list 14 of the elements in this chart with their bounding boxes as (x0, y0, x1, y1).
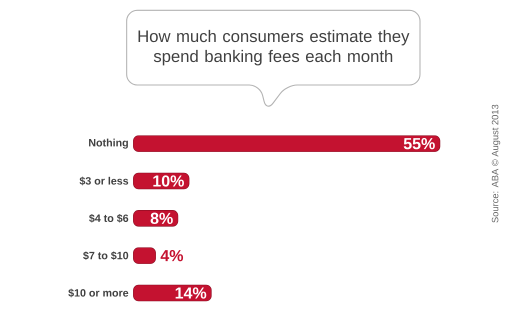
chart-title: How much consumers estimate they spend banking fees each month (138, 30, 410, 66)
bar (133, 135, 440, 152)
data-label: 55% (404, 138, 435, 150)
y-tick-label: Nothing (89, 138, 128, 149)
data-label: 8% (150, 212, 173, 224)
y-tick-label: $10 or more (68, 288, 128, 298)
bar (133, 284, 212, 302)
y-tick-label: $7 to $10 (83, 251, 128, 260)
data-label: 10% (153, 175, 184, 187)
y-tick-label: $3 or less (80, 176, 128, 186)
y-tick-label: $4 to $6 (89, 214, 128, 223)
source-note: Source: ABA © August 2013 (492, 104, 500, 223)
data-label: 14% (176, 287, 206, 299)
data-label: 4% (160, 250, 184, 262)
